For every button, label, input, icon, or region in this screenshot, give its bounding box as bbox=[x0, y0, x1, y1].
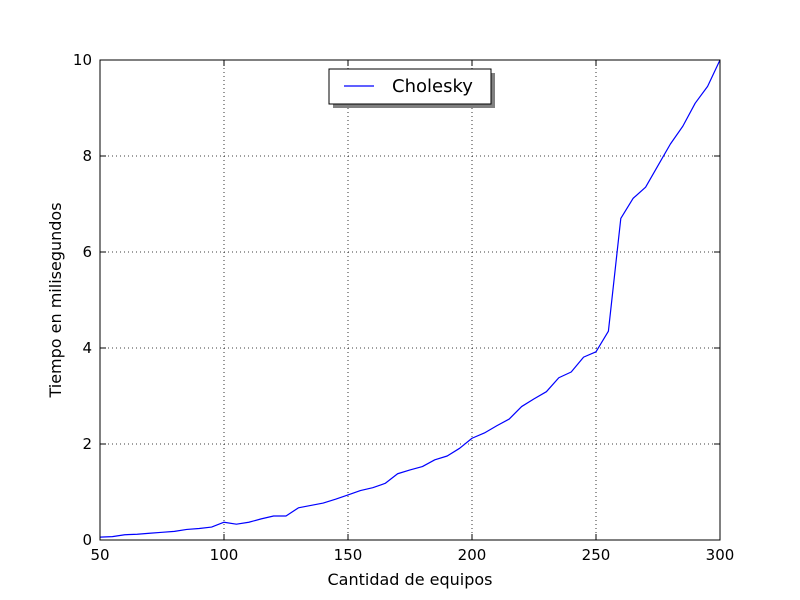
x-tick-label: 100 bbox=[210, 546, 239, 564]
x-axis-label: Cantidad de equipos bbox=[328, 570, 493, 589]
y-tick-label: 0 bbox=[82, 531, 92, 549]
x-tick-label: 50 bbox=[90, 546, 109, 564]
y-tick-label: 4 bbox=[82, 339, 92, 357]
legend: Cholesky bbox=[328, 68, 495, 108]
x-tick-label: 300 bbox=[706, 546, 735, 564]
x-tick-label: 250 bbox=[582, 546, 611, 564]
y-tick-label: 10 bbox=[73, 51, 92, 69]
series-line-cholesky bbox=[99, 59, 721, 538]
axis-ticks bbox=[99, 59, 721, 541]
plot-area-frame bbox=[99, 59, 721, 541]
x-tick-label: 150 bbox=[334, 546, 363, 564]
y-tick-label: 8 bbox=[82, 147, 92, 165]
legend-label-cholesky: Cholesky bbox=[392, 76, 473, 97]
tick-labels: 50 100 150 200 250 300 0 2 4 6 8 10 bbox=[73, 51, 734, 564]
y-tick-label: 6 bbox=[82, 243, 92, 261]
x-tick-label: 200 bbox=[458, 546, 487, 564]
y-axis-label: Tiempo en milisegundos bbox=[46, 202, 65, 398]
series-layer bbox=[99, 59, 721, 538]
y-tick-label: 2 bbox=[82, 435, 92, 453]
